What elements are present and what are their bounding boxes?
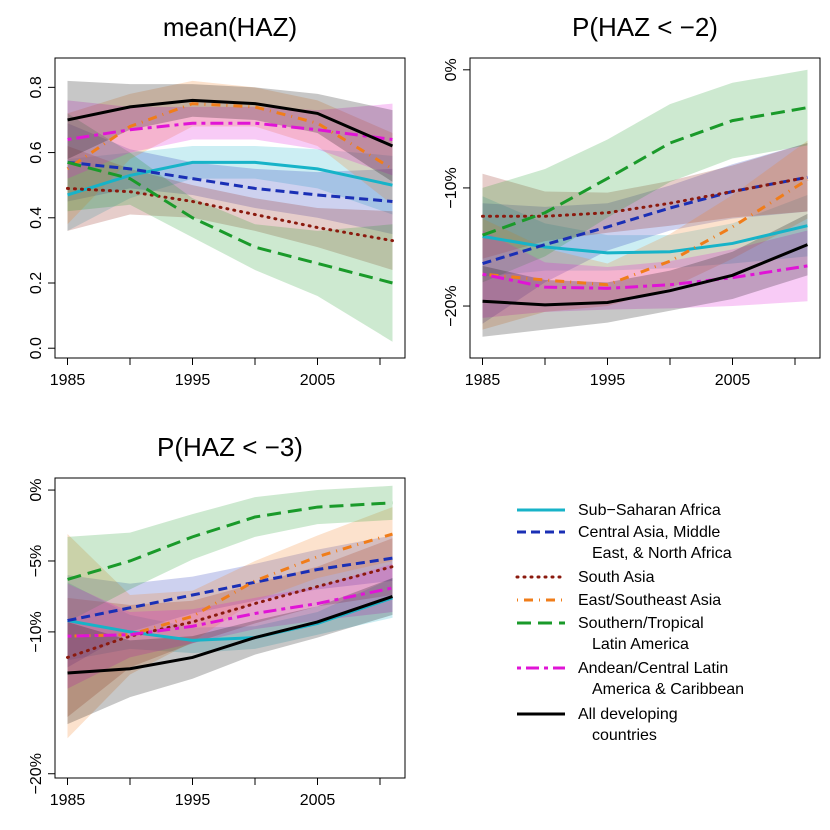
y-tick-label: −10%	[443, 167, 460, 208]
confidence-band	[67, 578, 393, 661]
confidence-band	[67, 535, 393, 668]
x-tick-label: 1985	[465, 372, 501, 389]
legend-label: South Asia	[578, 569, 655, 586]
series-line	[67, 121, 393, 142]
series-line	[482, 264, 808, 290]
y-tick-label: −10%	[28, 611, 45, 652]
confidence-band	[67, 123, 393, 235]
legend-label: All developing countries	[578, 706, 678, 744]
chart-title: P(HAZ < −3)	[157, 432, 303, 462]
series-line	[481, 106, 808, 237]
confidence-band	[67, 485, 393, 622]
chart-title: mean(HAZ)	[163, 12, 297, 42]
confidence-band	[67, 578, 393, 725]
y-tick-label: −5%	[28, 545, 45, 577]
series-line	[67, 160, 393, 203]
confidence-band	[482, 230, 808, 318]
y-tick-label: 0.6	[28, 141, 45, 163]
confidence-band	[67, 563, 393, 689]
y-tick-label: 0.0	[28, 337, 45, 359]
confidence-band	[482, 195, 808, 277]
series-line	[481, 175, 809, 218]
x-tick-label: 1995	[175, 792, 211, 809]
series-line	[66, 565, 394, 659]
confidence-band	[67, 80, 393, 225]
series-line	[67, 595, 393, 675]
y-tick-label: −20%	[443, 285, 460, 326]
y-tick-label: 0%	[28, 478, 45, 501]
x-tick-label: 1985	[50, 792, 86, 809]
confidence-band	[67, 538, 393, 718]
confidence-band	[482, 69, 808, 283]
x-tick-label: 2005	[715, 372, 751, 389]
confidence-band	[482, 213, 808, 337]
x-tick-label: 1985	[50, 372, 86, 389]
series-line	[67, 160, 393, 285]
series-line	[67, 532, 393, 638]
x-tick-label: 2005	[300, 372, 336, 389]
y-tick-label: −20%	[28, 753, 45, 794]
confidence-band	[482, 143, 808, 259]
legend-label: Central Asia, Middle East, & North Afric…	[578, 524, 732, 562]
legend-label: East/Southeast Asia	[578, 592, 722, 609]
confidence-band	[482, 143, 808, 324]
series-line	[66, 186, 394, 243]
series-line	[67, 501, 393, 581]
legend-label: Southern/Tropical Latin America	[578, 615, 704, 653]
x-tick-label: 1995	[175, 372, 211, 389]
x-tick-label: 2005	[300, 792, 336, 809]
series-line	[67, 556, 393, 623]
legend-label: Sub−Saharan Africa	[578, 502, 721, 519]
confidence-band	[67, 146, 393, 270]
y-tick-label: 0.4	[28, 207, 45, 229]
legend-label: Andean/Central Latin America & Caribbean	[578, 660, 745, 698]
y-tick-label: 0.2	[28, 272, 45, 294]
chart-title: P(HAZ < −2)	[572, 12, 718, 42]
x-tick-label: 1995	[590, 372, 626, 389]
y-tick-label: 0.8	[28, 76, 45, 98]
series-line	[67, 160, 393, 197]
series-line	[67, 98, 394, 148]
y-tick-label: 0%	[443, 58, 460, 81]
series-line	[482, 224, 808, 255]
series-line	[482, 243, 809, 307]
confidence-band	[67, 507, 393, 739]
series-line	[482, 178, 809, 287]
